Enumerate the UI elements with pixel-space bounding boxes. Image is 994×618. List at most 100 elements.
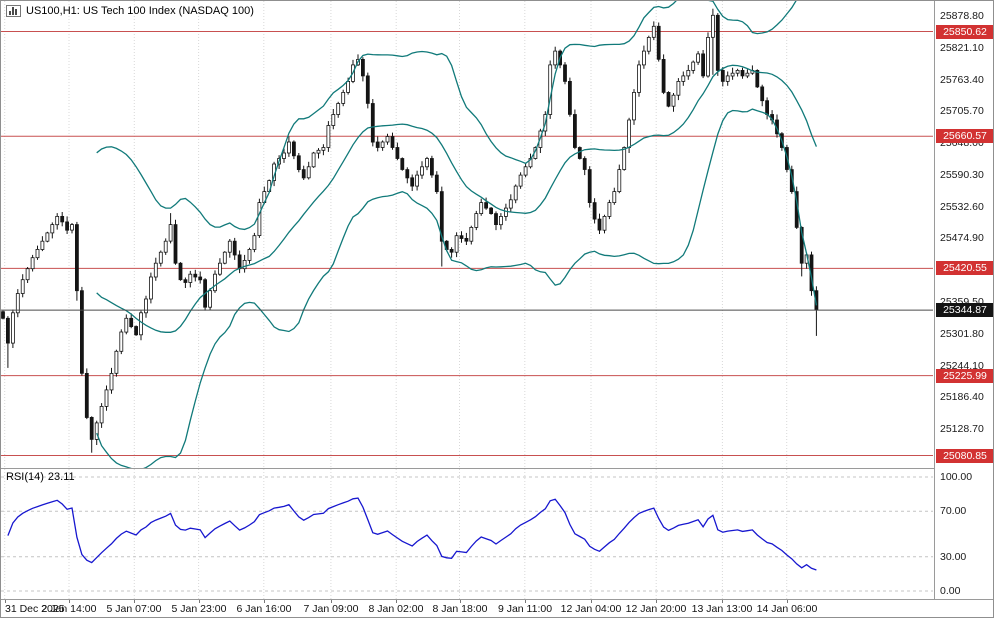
candle — [410, 174, 415, 191]
time-axis-label: 9 Jan 11:00 — [497, 603, 553, 615]
candle — [637, 60, 641, 97]
candle — [676, 78, 681, 101]
time-axis-label: 8 Jan 18:00 — [432, 603, 488, 615]
candle — [405, 167, 410, 184]
price-tick-label: 25763.40 — [940, 74, 984, 86]
price-tick-label: 25878.80 — [940, 10, 984, 22]
time-axis-tick — [69, 600, 70, 603]
candle — [227, 239, 232, 258]
candle — [706, 32, 710, 78]
candle — [602, 214, 607, 234]
time-axis[interactable]: 31 Dec 2025 2 Jan 14:00 5 Jan 07:00 5 Jan 2… — [1, 600, 934, 617]
panel-separator[interactable] — [1, 468, 993, 469]
time-axis-tick — [787, 600, 788, 603]
candle — [217, 258, 222, 276]
candle — [666, 91, 671, 108]
candle — [148, 272, 153, 304]
price-tick-label: 25821.10 — [940, 42, 984, 54]
time-axis-label: 7 Jan 09:00 — [303, 603, 359, 615]
candle — [425, 156, 429, 171]
candle — [735, 68, 740, 77]
candle — [454, 232, 459, 258]
level-price-badge: 25080.85 — [936, 449, 993, 463]
candle — [188, 270, 193, 288]
candle — [55, 213, 60, 230]
candle — [60, 212, 65, 227]
candle — [385, 133, 390, 145]
price-axis[interactable]: 25878.80 25821.10 25763.40 25705.70 25648.00… — [935, 1, 993, 599]
candle — [434, 171, 439, 194]
candle — [508, 194, 513, 212]
time-axis-label: 12 Jan 20:00 — [625, 603, 687, 615]
candle — [193, 269, 198, 282]
candle — [380, 140, 385, 151]
candle — [523, 162, 528, 178]
rsi-value: 23.11 — [47, 471, 75, 483]
candle — [612, 187, 617, 205]
level-price-badge: 25225.99 — [936, 369, 993, 383]
price-tick-label: 25705.70 — [940, 105, 984, 117]
candle — [89, 416, 94, 453]
rsi-line — [7, 497, 817, 571]
rsi-panel-canvas[interactable] — [1, 469, 934, 599]
time-axis-tick — [5, 600, 6, 603]
price-chart-canvas[interactable] — [1, 1, 934, 468]
level-price-badge: 25850.62 — [936, 25, 993, 39]
candle — [282, 148, 286, 163]
candle — [760, 84, 765, 107]
candle — [222, 251, 227, 265]
candle — [745, 69, 750, 79]
candle — [582, 156, 587, 176]
candle — [80, 286, 84, 376]
rsi-level-label: 70.00 — [940, 505, 967, 517]
candle — [257, 198, 262, 238]
candle — [563, 62, 567, 85]
candle — [124, 314, 129, 335]
candle — [296, 153, 301, 173]
candle — [725, 71, 730, 86]
candle — [720, 67, 725, 87]
candle — [597, 213, 602, 234]
time-axis-tick — [656, 600, 657, 603]
candle — [469, 225, 474, 245]
candle — [814, 286, 819, 336]
candle — [134, 325, 139, 336]
candle — [671, 93, 676, 112]
candle — [691, 60, 696, 74]
candle — [484, 197, 489, 210]
rsi-level-label: 30.00 — [940, 551, 967, 563]
candle — [365, 72, 370, 109]
candle — [163, 238, 168, 255]
rsi-indicator-label: RSI(14) 23.11 — [6, 471, 79, 483]
candle — [711, 8, 715, 75]
candle — [390, 132, 395, 150]
candle — [395, 142, 400, 161]
candle — [153, 257, 158, 281]
candle — [686, 64, 691, 80]
candle — [429, 155, 434, 178]
candle — [701, 50, 705, 79]
price-tick-label: 25590.30 — [940, 169, 984, 181]
candle — [286, 136, 291, 157]
candle — [178, 262, 183, 281]
candle — [607, 199, 612, 220]
time-axis-label: 2 Jan 14:00 — [41, 603, 97, 615]
rsi-name: RSI(14) — [6, 471, 44, 483]
candle — [592, 198, 597, 224]
candle — [45, 231, 50, 243]
price-tick-label: 25186.40 — [940, 391, 984, 403]
chart-header: US100,H1: US Tech 100 Index (NASDAQ 100) — [6, 5, 254, 17]
price-tick-label: 25128.70 — [940, 423, 984, 435]
candle — [198, 271, 203, 284]
candle — [553, 46, 558, 69]
time-axis-tick — [396, 600, 397, 603]
candle — [208, 288, 213, 310]
time-axis-tick — [331, 600, 332, 603]
candle — [577, 146, 582, 160]
candle — [326, 121, 331, 152]
candle — [360, 57, 365, 82]
time-axis-label: 14 Jan 06:00 — [756, 603, 818, 615]
time-axis-tick — [264, 600, 265, 603]
candle — [99, 403, 104, 428]
candle — [70, 223, 74, 234]
